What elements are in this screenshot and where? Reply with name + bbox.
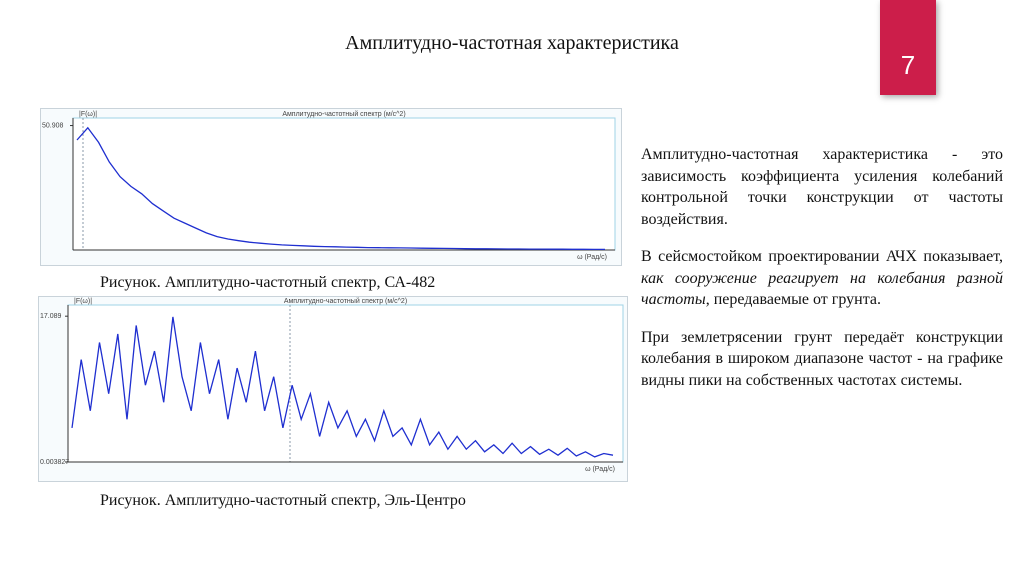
slide-title: Амплитудно-частотная характеристика bbox=[345, 32, 679, 54]
spectrum-line bbox=[71, 316, 614, 458]
paragraph: Амплитудно-частотная характеристика - эт… bbox=[641, 144, 1003, 230]
panel-title: Амплитудно-частотный спектр (м/с^2) bbox=[284, 297, 407, 305]
spectrum-line bbox=[76, 126, 605, 251]
paragraph: При землетрясении грунт передаёт констру… bbox=[641, 327, 1003, 392]
page-number: 7 bbox=[880, 0, 936, 95]
x-label: ω (Рад/с) bbox=[585, 466, 615, 473]
text: Амплитудно-частотная характеристика - эт… bbox=[641, 146, 1003, 228]
text: , передаваемые от грунта. bbox=[705, 291, 881, 308]
panel-title: Амплитудно-частотный спектр (м/с^2) bbox=[282, 110, 405, 118]
paragraph: В сейсмостойком проектировании АЧХ показ… bbox=[641, 246, 1003, 311]
spectrum-chart: Амплитудно-частотный спектр (м/с^2) |F(ω)… bbox=[38, 296, 628, 482]
caption: Рисунок. Амплитудно-частотный спектр, Эл… bbox=[100, 492, 466, 509]
y-tick-label: 0.003827 bbox=[40, 459, 69, 466]
text: При землетрясении грунт передаёт констру… bbox=[641, 328, 1003, 389]
y-label: |F(ω)| bbox=[79, 111, 97, 118]
x-label: ω (Рад/с) bbox=[577, 254, 607, 261]
spectrum-chart: Амплитудно-частотный спектр (м/с^2) |F(ω)… bbox=[40, 108, 622, 266]
y-tick-label: 50.908 bbox=[42, 123, 64, 130]
emphasis: как сооружение реагирует на колебания ра… bbox=[641, 269, 1003, 309]
plot-area bbox=[72, 117, 616, 251]
text: В сейсмостойком проектировании АЧХ показ… bbox=[641, 248, 1003, 265]
plot-area bbox=[67, 304, 624, 463]
description: Амплитудно-частотная характеристика - эт… bbox=[641, 144, 1003, 407]
y-tick-label: 17.089 bbox=[40, 313, 62, 320]
caption: Рисунок. Амплитудно-частотный спектр, СА… bbox=[100, 274, 436, 291]
y-label: |F(ω)| bbox=[74, 298, 92, 305]
